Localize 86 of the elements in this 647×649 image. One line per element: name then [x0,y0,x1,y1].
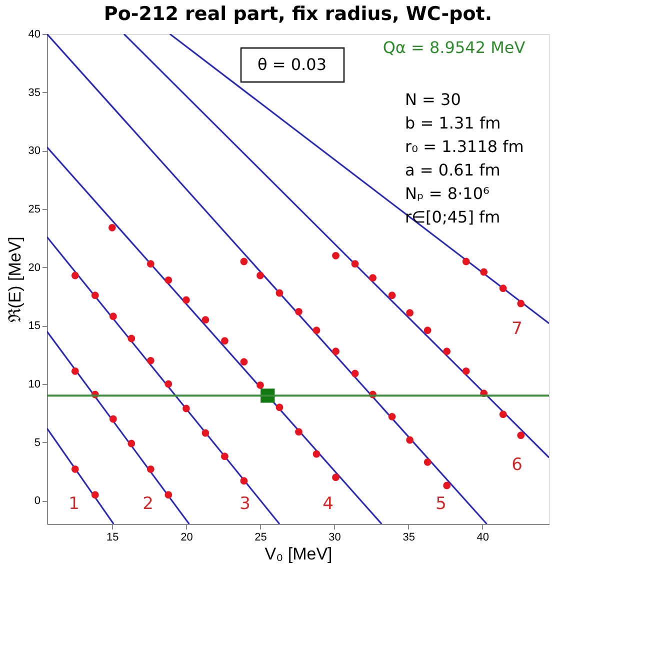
annotation: Nₚ = 8·10⁶ [405,184,490,203]
point [276,289,284,297]
point [406,436,414,444]
point [240,358,248,366]
x-tick-label: 30 [328,532,341,544]
point [256,381,264,389]
y-tick-label: 15 [28,320,40,332]
y-tick-label: 40 [28,28,40,40]
x-tick-label: 20 [180,532,193,544]
point [369,274,376,282]
x-axis-title: V₀ [MeV] [264,544,332,564]
annotation: 2 [142,494,154,514]
point [480,268,488,276]
point [462,258,470,266]
point [332,348,340,356]
point [146,260,154,268]
annotation: θ = 0.03 [258,55,326,74]
point [91,491,99,499]
point [443,482,451,490]
point [164,380,172,388]
y-tick-label: 25 [28,204,40,216]
annotation: 1 [68,494,80,514]
y-tick-label: 35 [28,86,40,99]
x-tick-label: 25 [254,532,267,544]
point [128,440,136,448]
x-tick-label: 15 [106,532,119,544]
point [240,258,248,266]
point [424,458,432,466]
y-tick-label: 10 [28,378,40,390]
point [517,300,525,308]
point [295,308,302,316]
point [256,272,264,280]
point [312,450,320,458]
point [202,316,210,324]
y-tick-label: 5 [34,436,40,449]
y-tick-label: 30 [28,145,40,158]
point [312,326,320,334]
point [71,272,79,280]
point [332,474,340,482]
annotation: 7 [512,319,522,339]
x-tick-label: 40 [476,532,489,544]
point [351,370,359,378]
point [146,356,154,364]
annotation: 3 [240,494,250,514]
point [91,292,99,300]
y-axis-title: ℜ(E) [MeV] [5,236,24,322]
annotation: 4 [322,494,334,514]
point [276,404,284,412]
point [462,367,470,375]
annotation: a = 0.61 fm [405,160,500,180]
point [517,432,525,440]
point [499,410,507,418]
point [388,412,396,420]
point [202,429,210,437]
annotation: b = 1.31 fm [405,114,501,132]
point [109,415,117,423]
point [443,348,451,356]
point [164,276,172,284]
point [128,334,136,342]
point [109,312,117,320]
y-tick-label: 0 [34,495,40,508]
annotation: Qα = 8.9542 MeV [382,38,526,57]
point [499,284,507,292]
point [220,337,228,345]
point [182,296,190,304]
point [146,465,154,473]
point [108,224,116,232]
point [406,309,414,317]
y-tick-label: 20 [28,262,40,274]
point [71,367,79,375]
point [332,252,340,260]
point [295,428,302,436]
annotation: 5 [436,494,446,514]
annotation: 6 [512,455,522,475]
point [182,404,190,412]
point [240,477,248,485]
point [351,260,359,268]
point [424,326,432,334]
point [164,491,172,499]
x-tick-label: 35 [402,532,415,544]
point [388,292,396,300]
point [71,465,79,473]
point [220,452,228,460]
annotation: r₀ = 1.3118 fm [405,137,524,156]
chart-title: Po-212 real part, fix radius, WC-pot. [104,3,492,25]
annotation: N = 30 [405,90,461,109]
